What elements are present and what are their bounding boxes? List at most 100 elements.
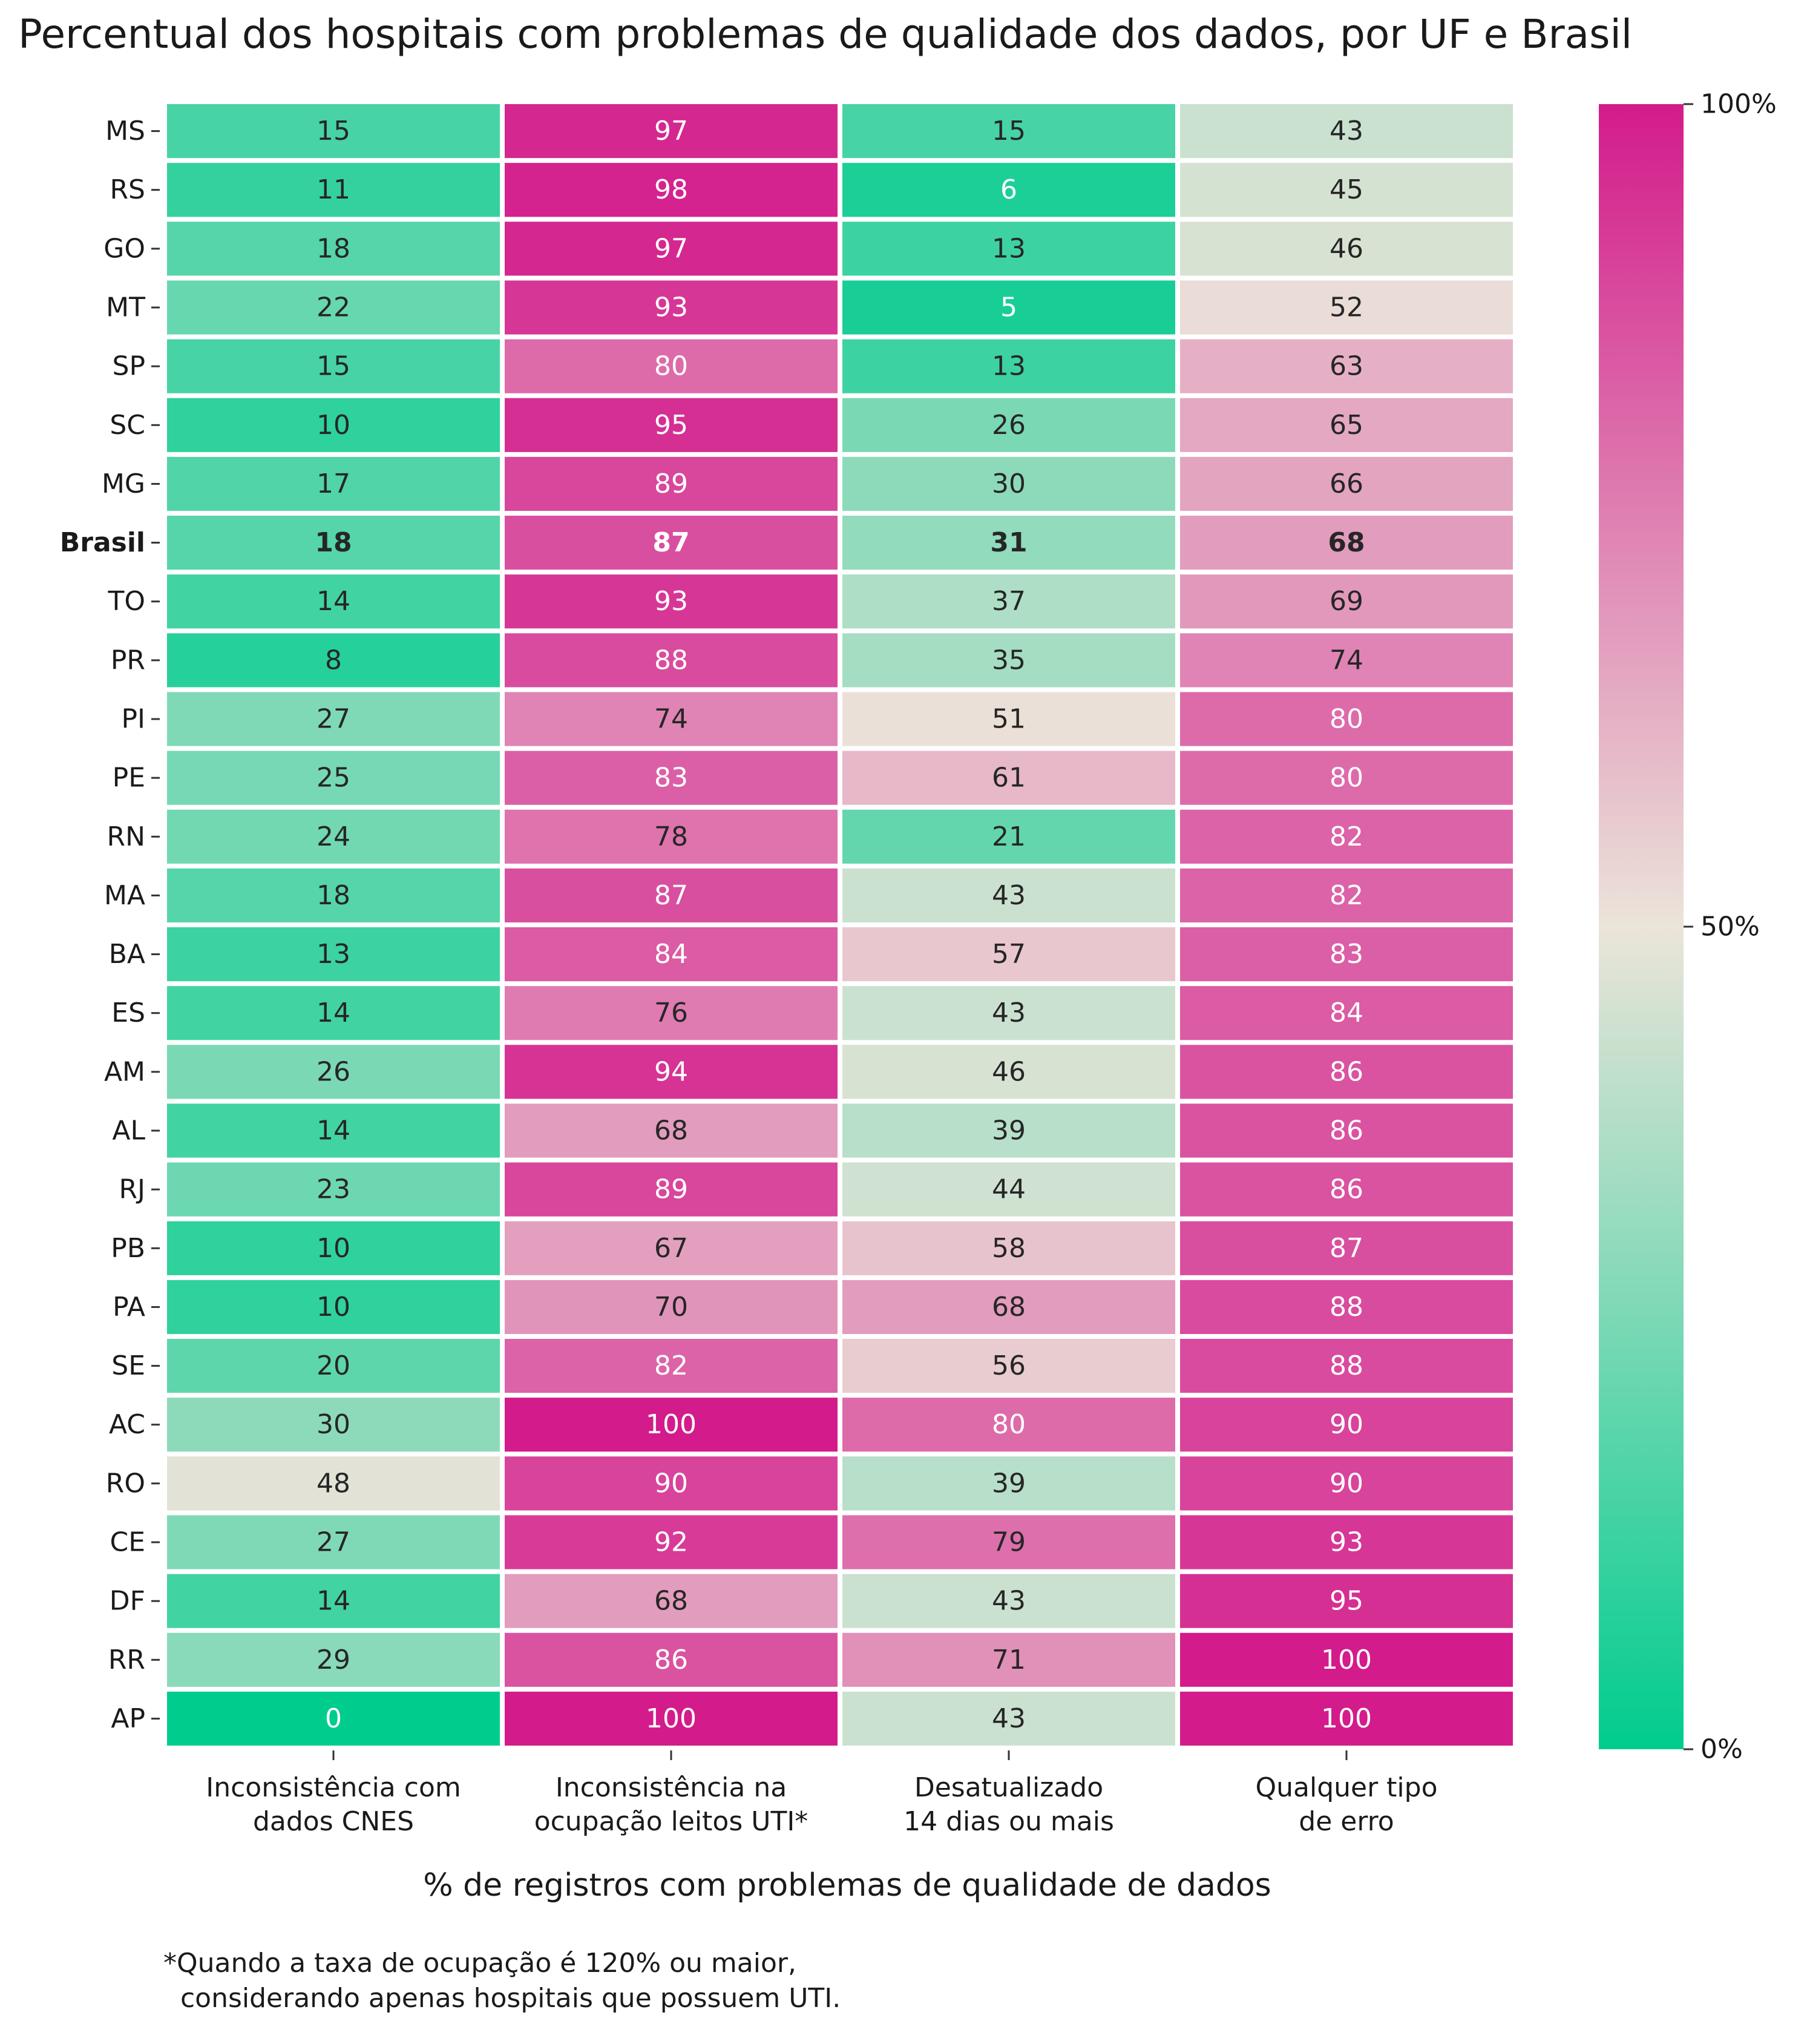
cell-value-label: 68 (654, 1586, 688, 1617)
heatmap-cell (842, 751, 1175, 805)
heatmap-cell (167, 633, 500, 688)
y-tick-label: Brasil (60, 527, 145, 558)
y-tick-label: MT (106, 292, 145, 323)
heatmap-cell (505, 1632, 838, 1687)
y-tick-label: MG (102, 468, 145, 499)
heatmap-cell (167, 692, 500, 746)
cell-value-label: 43 (992, 1703, 1026, 1734)
colorbar-tick-label: 50% (1700, 912, 1760, 942)
heatmap-cell (167, 1574, 500, 1628)
cell-value-label: 18 (316, 233, 350, 264)
cell-value-label: 21 (992, 821, 1026, 852)
heatmap-cell (505, 1456, 838, 1511)
y-tick-label: GO (103, 233, 145, 264)
heatmap-cell (1180, 1103, 1513, 1158)
x-tick-label: Inconsistência na (556, 1772, 787, 1803)
cell-value-label: 89 (654, 468, 688, 499)
heatmap-cell (842, 339, 1175, 393)
cell-value-label: 95 (1330, 1586, 1363, 1617)
heatmap-cell (1180, 339, 1513, 393)
heatmap-cell (1180, 1045, 1513, 1099)
cell-value-label: 30 (992, 468, 1026, 499)
cell-value-label: 82 (1330, 880, 1363, 911)
cell-value-label: 51 (992, 704, 1026, 735)
heatmap-cell (842, 868, 1175, 922)
heatmap-cell (842, 1398, 1175, 1452)
cell-value-label: 14 (316, 997, 350, 1028)
heatmap-cell (167, 1221, 500, 1275)
heatmap-cell (167, 104, 500, 159)
heatmap-cell (1180, 574, 1513, 629)
cell-value-label: 69 (1330, 586, 1363, 617)
cell-value-label: 52 (1330, 292, 1363, 323)
heatmap-cell (842, 574, 1175, 629)
heatmap-cell (1180, 1162, 1513, 1217)
heatmap-cell (505, 1574, 838, 1628)
cell-value-label: 22 (316, 292, 350, 323)
cell-value-label: 65 (1330, 410, 1363, 441)
cell-value-label: 67 (654, 1233, 688, 1264)
cell-value-label: 43 (992, 1586, 1026, 1617)
cell-value-label: 23 (316, 1174, 350, 1205)
cell-value-label: 0 (325, 1703, 342, 1734)
cell-value-label: 61 (992, 763, 1026, 794)
y-tick-label: AP (111, 1703, 145, 1734)
y-tick-label: CE (110, 1527, 145, 1558)
cell-value-label: 83 (1330, 939, 1363, 970)
heatmap-cell (505, 163, 838, 217)
cell-value-label: 84 (654, 939, 688, 970)
cell-value-label: 94 (654, 1056, 688, 1087)
x-tick-label: Desatualizado (914, 1772, 1103, 1803)
heatmap-cell (1180, 1398, 1513, 1452)
heatmap-cell (505, 809, 838, 864)
cell-value-label: 15 (992, 116, 1026, 146)
heatmap-cell (167, 1280, 500, 1334)
cell-value-label: 25 (316, 763, 350, 794)
heatmap-cell (167, 1339, 500, 1393)
heatmap-cell (167, 1691, 500, 1746)
heatmap-cell (842, 1103, 1175, 1158)
heatmap-cell (505, 868, 838, 922)
y-tick-label: DF (110, 1586, 145, 1617)
cell-value-label: 92 (654, 1527, 688, 1558)
heatmap-cell (842, 280, 1175, 335)
heatmap-cell (505, 1515, 838, 1569)
heatmap-cell (167, 222, 500, 276)
heatmap-cell (842, 104, 1175, 159)
cell-value-label: 82 (1330, 821, 1363, 852)
heatmap-cell (505, 1398, 838, 1452)
heatmap-cell (167, 398, 500, 452)
heatmap-cell (505, 516, 838, 570)
cell-value-label: 10 (316, 1292, 350, 1323)
cell-value-label: 27 (316, 704, 350, 735)
heatmap-cell (1180, 280, 1513, 335)
cell-value-label: 87 (652, 527, 689, 558)
cell-value-label: 97 (654, 116, 688, 146)
heatmap-cell (842, 1632, 1175, 1687)
cell-value-label: 93 (654, 586, 688, 617)
heatmap-cell (842, 927, 1175, 982)
cell-value-label: 8 (325, 645, 342, 675)
cell-value-label: 88 (1330, 1292, 1363, 1323)
y-tick-label: AL (112, 1116, 145, 1146)
y-tick-label: SC (110, 410, 145, 441)
cell-value-label: 74 (654, 704, 688, 735)
cell-value-label: 45 (1330, 174, 1363, 205)
heatmap-cell (167, 1398, 500, 1452)
colorbar (1599, 104, 1684, 1749)
heatmap-cell (1180, 927, 1513, 982)
heatmap-cell (505, 1339, 838, 1393)
cell-value-label: 87 (1330, 1233, 1363, 1264)
heatmap-cell (842, 692, 1175, 746)
cell-value-label: 86 (1330, 1056, 1363, 1087)
heatmap-cell (1180, 1515, 1513, 1569)
heatmap-cell (505, 692, 838, 746)
heatmap-cell (505, 633, 838, 688)
cell-value-label: 95 (654, 410, 688, 441)
cell-value-label: 37 (992, 586, 1026, 617)
cell-value-label: 44 (992, 1174, 1026, 1205)
y-tick-label: RN (107, 821, 146, 852)
cell-value-label: 31 (990, 527, 1027, 558)
heatmap-cell (1180, 222, 1513, 276)
x-tick-label: de erro (1299, 1806, 1394, 1837)
